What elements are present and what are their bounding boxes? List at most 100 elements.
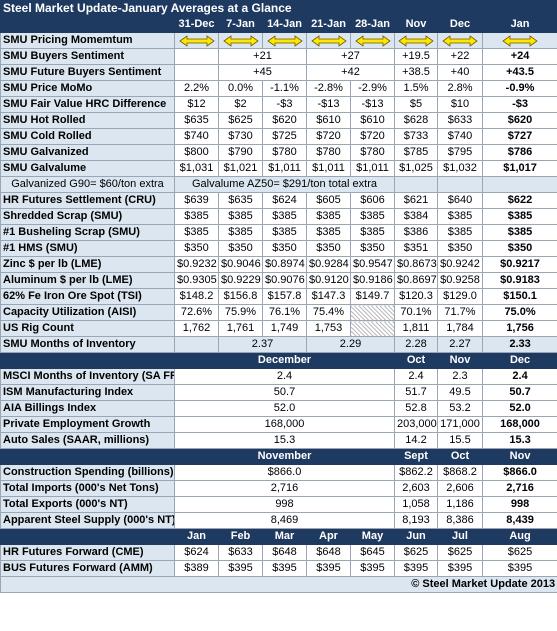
row-label: HR Futures Forward (CME) bbox=[0, 544, 175, 561]
momentum-cell bbox=[306, 32, 351, 49]
weekly-value: 72.6% bbox=[174, 304, 219, 321]
monthly-value: 2,716 bbox=[481, 480, 557, 497]
empty-cell bbox=[437, 176, 483, 193]
weekly-value: $157.8 bbox=[262, 288, 307, 305]
weekly-value: $624 bbox=[262, 192, 307, 209]
period-value: 2,716 bbox=[174, 480, 395, 497]
row-label: Shredded Scrap (SMU) bbox=[0, 208, 175, 225]
row-label: SMU Hot Rolled bbox=[0, 112, 175, 129]
row-label: SMU Fair Value HRC Difference bbox=[0, 96, 175, 113]
monthly-value: $386 bbox=[394, 224, 438, 241]
neutral-arrow bbox=[502, 34, 538, 47]
table-row: SMU Hot Rolled $635 $625 $620 $610 $610 $628 $6… bbox=[0, 112, 557, 129]
table-row: Shredded Scrap (SMU) $385 $385 $385 $385 $385… bbox=[0, 208, 557, 225]
period-value: 998 bbox=[174, 496, 395, 513]
column-header: 14-Jan bbox=[262, 16, 307, 33]
weekly-value: $350 bbox=[218, 240, 263, 257]
monthly-value: 2.33 bbox=[481, 336, 557, 353]
empty-cell bbox=[394, 176, 438, 193]
period-header: December bbox=[174, 352, 395, 369]
monthly-value: 49.5 bbox=[437, 384, 483, 401]
column-header: Jul bbox=[437, 528, 483, 545]
monthly-value: 50.7 bbox=[481, 384, 557, 401]
row-label: SMU Galvanized bbox=[0, 144, 175, 161]
table-row: SMU Price MoMo 2.2% 0.0% -1.1% -2.8% -2.9% 1.5… bbox=[0, 80, 557, 97]
monthly-value: $628 bbox=[394, 112, 438, 129]
monthly-value: $727 bbox=[481, 128, 557, 145]
table-row: Construction Spending (billions) $866.0 $8… bbox=[0, 464, 557, 481]
weekly-value: $0.9120 bbox=[306, 272, 351, 289]
monthly-value: $1,032 bbox=[437, 160, 483, 177]
monthly-value: 75.0% bbox=[481, 304, 557, 321]
forward-value: $389 bbox=[174, 560, 219, 577]
monthly-value: $862.2 bbox=[394, 464, 438, 481]
momentum-cell bbox=[218, 32, 263, 49]
monthly-value: $795 bbox=[437, 144, 483, 161]
table-row: Total Exports (000's NT) 998 1,058 1,186 998 bbox=[0, 496, 557, 513]
weekly-value: $1,011 bbox=[350, 160, 395, 177]
period-value: 2.4 bbox=[174, 368, 395, 385]
weekly-value: 75.4% bbox=[306, 304, 351, 321]
monthly-value: $0.9242 bbox=[437, 256, 483, 273]
neutral-arrow bbox=[398, 34, 434, 47]
momentum-cell bbox=[174, 32, 219, 49]
monthly-value: 1,784 bbox=[437, 320, 483, 337]
column-header: Feb bbox=[218, 528, 263, 545]
table-row: 31-Dec 7-Jan 14-Jan 21-Jan 28-Jan Nov Dec Jan bbox=[0, 16, 557, 33]
weekly-value: $635 bbox=[218, 192, 263, 209]
row-label: #1 HMS (SMU) bbox=[0, 240, 175, 257]
period-value: 15.3 bbox=[174, 432, 395, 449]
table-row: SMU Months of Inventory 2.37 2.29 2.28 2.27 2… bbox=[0, 336, 557, 353]
monthly-value: $622 bbox=[481, 192, 557, 209]
weekly-value: $147.3 bbox=[306, 288, 351, 305]
monthly-value: $385 bbox=[481, 224, 557, 241]
column-header: Dec bbox=[481, 352, 557, 369]
weekly-value: $0.9076 bbox=[262, 272, 307, 289]
monthly-value: $5 bbox=[394, 96, 438, 113]
weekly-value: $350 bbox=[350, 240, 395, 257]
biweekly-value: +21 bbox=[218, 48, 307, 65]
column-header: 21-Jan bbox=[306, 16, 351, 33]
neutral-arrow bbox=[222, 34, 259, 47]
monthly-value: 51.7 bbox=[394, 384, 438, 401]
weekly-value: $780 bbox=[350, 144, 395, 161]
weekly-value: 76.1% bbox=[262, 304, 307, 321]
weekly-value: 1,761 bbox=[218, 320, 263, 337]
monthly-value: -$3 bbox=[481, 96, 557, 113]
monthly-value: 998 bbox=[481, 496, 557, 513]
column-header: Nov bbox=[481, 448, 557, 465]
weekly-value: $148.2 bbox=[174, 288, 219, 305]
monthly-value: 15.5 bbox=[437, 432, 483, 449]
column-header: Oct bbox=[437, 448, 483, 465]
weekly-value: $730 bbox=[218, 128, 263, 145]
weekly-value: $800 bbox=[174, 144, 219, 161]
monthly-value: 52.0 bbox=[481, 400, 557, 417]
row-label: #1 Busheling Scrap (SMU) bbox=[0, 224, 175, 241]
weekly-value: $606 bbox=[350, 192, 395, 209]
weekly-value: $625 bbox=[218, 112, 263, 129]
weekly-value: $1,021 bbox=[218, 160, 263, 177]
monthly-value: 2.27 bbox=[437, 336, 483, 353]
row-label: Apparent Steel Supply (000's NT) bbox=[0, 512, 175, 529]
row-label: Zinc $ per lb (LME) bbox=[0, 256, 175, 273]
row-label: SMU Pricing Momemtum bbox=[0, 32, 175, 49]
header-blank bbox=[0, 528, 175, 545]
monthly-value: $385 bbox=[481, 208, 557, 225]
table-row: Auto Sales (SAAR, millions) 15.3 14.2 15.5 1… bbox=[0, 432, 557, 449]
table-row: © Steel Market Update 2013 bbox=[0, 576, 557, 593]
weekly-value: -2.9% bbox=[350, 80, 395, 97]
column-header: 28-Jan bbox=[350, 16, 395, 33]
column-header: Nov bbox=[394, 16, 438, 33]
weekly-value: $156.8 bbox=[218, 288, 263, 305]
weekly-value: $0.9305 bbox=[174, 272, 219, 289]
neutral-arrow bbox=[310, 34, 347, 47]
neutral-arrow bbox=[266, 34, 303, 47]
forward-value: $395 bbox=[481, 560, 557, 577]
weekly-value: 75.9% bbox=[218, 304, 263, 321]
row-label: SMU Galvalume bbox=[0, 160, 175, 177]
monthly-value: 171,000 bbox=[437, 416, 483, 433]
table-row: November Sept Oct Nov bbox=[0, 448, 557, 465]
monthly-value: 70.1% bbox=[394, 304, 438, 321]
monthly-value: +38.5 bbox=[394, 64, 438, 81]
neutral-arrow bbox=[178, 34, 215, 47]
